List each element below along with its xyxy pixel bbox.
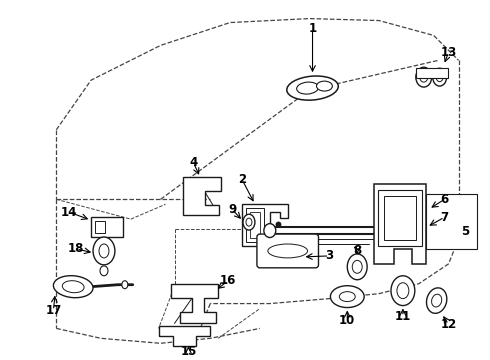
Text: 15: 15 xyxy=(180,345,196,358)
Polygon shape xyxy=(374,184,426,264)
Text: 12: 12 xyxy=(441,318,457,331)
Ellipse shape xyxy=(352,260,362,273)
Bar xyxy=(426,194,477,249)
Ellipse shape xyxy=(426,288,447,313)
Text: 10: 10 xyxy=(339,314,355,327)
Ellipse shape xyxy=(246,218,252,226)
Text: 8: 8 xyxy=(353,244,361,257)
FancyBboxPatch shape xyxy=(257,234,318,268)
Ellipse shape xyxy=(317,81,332,91)
Polygon shape xyxy=(183,177,221,215)
Bar xyxy=(91,217,123,237)
Bar xyxy=(416,68,447,78)
Text: 9: 9 xyxy=(228,203,236,216)
Text: 18: 18 xyxy=(68,242,84,256)
Polygon shape xyxy=(171,284,218,323)
Text: 17: 17 xyxy=(45,304,61,317)
Polygon shape xyxy=(159,327,210,346)
Bar xyxy=(384,196,416,240)
Ellipse shape xyxy=(99,244,109,258)
Ellipse shape xyxy=(93,237,115,265)
Ellipse shape xyxy=(397,283,409,298)
Ellipse shape xyxy=(433,68,446,86)
Text: 14: 14 xyxy=(61,206,77,219)
Ellipse shape xyxy=(347,254,367,280)
Text: 2: 2 xyxy=(238,173,246,186)
Bar xyxy=(95,221,105,233)
Ellipse shape xyxy=(416,67,432,87)
Bar xyxy=(250,212,260,238)
Ellipse shape xyxy=(420,72,428,82)
Ellipse shape xyxy=(264,224,276,238)
Ellipse shape xyxy=(436,73,443,82)
Text: 1: 1 xyxy=(309,22,317,35)
Ellipse shape xyxy=(340,292,355,302)
Ellipse shape xyxy=(53,276,93,298)
Ellipse shape xyxy=(287,76,338,100)
Bar xyxy=(246,208,264,242)
Polygon shape xyxy=(242,204,288,246)
Ellipse shape xyxy=(432,294,442,307)
Text: 13: 13 xyxy=(441,46,457,59)
Ellipse shape xyxy=(122,281,128,289)
Ellipse shape xyxy=(391,276,415,306)
Ellipse shape xyxy=(330,286,364,307)
Ellipse shape xyxy=(243,214,255,230)
Text: 11: 11 xyxy=(395,310,411,323)
Text: 6: 6 xyxy=(441,193,449,206)
Ellipse shape xyxy=(62,281,84,293)
Text: 7: 7 xyxy=(441,211,449,224)
Text: 3: 3 xyxy=(325,249,334,262)
Ellipse shape xyxy=(296,82,318,94)
Bar xyxy=(378,190,422,246)
Text: 5: 5 xyxy=(461,225,469,238)
Text: 16: 16 xyxy=(220,274,236,287)
Text: 4: 4 xyxy=(189,156,197,169)
Ellipse shape xyxy=(100,266,108,276)
Ellipse shape xyxy=(268,244,308,258)
